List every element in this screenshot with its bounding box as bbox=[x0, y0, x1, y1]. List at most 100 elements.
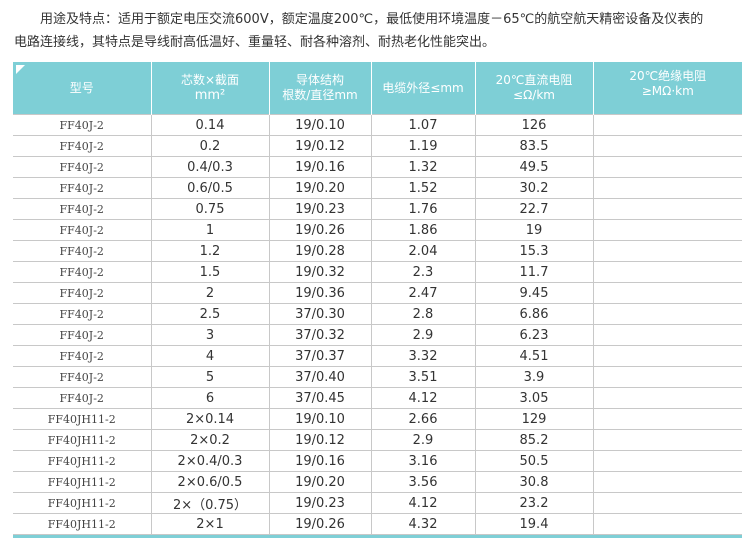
cell-insulation-resistance bbox=[592, 303, 742, 325]
cell-dc-resistance: 19 bbox=[474, 219, 594, 241]
cell-model: FF40JH11-2 bbox=[13, 429, 152, 451]
cell-outer-diameter: 2.8 bbox=[370, 303, 476, 325]
table-row: FF40J-2 1 19/0.26 1.86 19 bbox=[13, 219, 742, 241]
cell-outer-diameter: 3.16 bbox=[370, 450, 476, 472]
cell-cores-section: 2 bbox=[150, 282, 270, 304]
cell-cores-section: 2×1 bbox=[150, 513, 270, 535]
cell-cores-section: 2.5 bbox=[150, 303, 270, 325]
cell-insulation-resistance bbox=[592, 408, 742, 430]
cell-insulation-resistance bbox=[592, 324, 742, 346]
cell-cores-section: 0.75 bbox=[150, 198, 270, 220]
header-conductor-line1: 导体结构 bbox=[295, 73, 344, 87]
header-model: 型号 bbox=[13, 62, 152, 115]
cell-outer-diameter: 1.76 bbox=[370, 198, 476, 220]
cell-cores-section: 2×0.2 bbox=[150, 429, 270, 451]
cell-model: FF40J-2 bbox=[13, 366, 152, 388]
cell-outer-diameter: 4.12 bbox=[370, 387, 476, 409]
cell-outer-diameter: 2.9 bbox=[370, 324, 476, 346]
table-row: FF40JH11-2 2×0.6/0.5 19/0.20 3.56 30.8 bbox=[13, 471, 742, 493]
header-cores-line2: mm² bbox=[194, 88, 226, 103]
cell-dc-resistance: 85.2 bbox=[474, 429, 594, 451]
cell-conductor: 19/0.10 bbox=[268, 114, 372, 136]
spec-table-container: 型号 芯数×截面 mm² 导体结构 根数/直径mm 电缆外径≤mm 20℃直流电… bbox=[13, 62, 742, 538]
header-conductor-line2: 根数/直径mm bbox=[282, 88, 358, 102]
cell-insulation-resistance bbox=[592, 471, 742, 493]
cell-dc-resistance: 6.23 bbox=[474, 324, 594, 346]
table-row: FF40J-2 1.2 19/0.28 2.04 15.3 bbox=[13, 240, 742, 262]
table-row: FF40JH11-2 2×1 19/0.26 4.32 19.4 bbox=[13, 513, 742, 535]
cell-outer-diameter: 1.52 bbox=[370, 177, 476, 199]
cell-dc-resistance: 49.5 bbox=[474, 156, 594, 178]
cell-conductor: 19/0.26 bbox=[268, 219, 372, 241]
table-row: FF40J-2 1.5 19/0.32 2.3 11.7 bbox=[13, 261, 742, 283]
cell-model: FF40JH11-2 bbox=[13, 471, 152, 493]
cell-conductor: 19/0.23 bbox=[268, 492, 372, 514]
cell-outer-diameter: 3.56 bbox=[370, 471, 476, 493]
table-row: FF40J-2 2 19/0.36 2.47 9.45 bbox=[13, 282, 742, 304]
cell-conductor: 19/0.36 bbox=[268, 282, 372, 304]
cell-cores-section: 2×0.6/0.5 bbox=[150, 471, 270, 493]
cell-dc-resistance: 23.2 bbox=[474, 492, 594, 514]
cell-dc-resistance: 6.86 bbox=[474, 303, 594, 325]
cell-outer-diameter: 4.32 bbox=[370, 513, 476, 535]
header-insulation-resistance: 20℃绝缘电阻 ≥MΩ·km bbox=[593, 62, 742, 115]
table-row: FF40J-2 5 37/0.40 3.51 3.9 bbox=[13, 366, 742, 388]
cell-conductor: 19/0.23 bbox=[268, 198, 372, 220]
cell-insulation-resistance bbox=[592, 429, 742, 451]
intro-line-1: 用途及特点：适用于额定电压交流600V，额定温度200℃，最低使用环境温度－65… bbox=[40, 12, 704, 27]
cell-cores-section: 2×0.14 bbox=[150, 408, 270, 430]
cell-outer-diameter: 3.32 bbox=[370, 345, 476, 367]
table-row: FF40J-2 3 37/0.32 2.9 6.23 bbox=[13, 324, 742, 346]
cell-model: FF40J-2 bbox=[13, 240, 152, 262]
table-row: FF40JH11-2 2×0.14 19/0.10 2.66 129 bbox=[13, 408, 742, 430]
cell-dc-resistance: 50.5 bbox=[474, 450, 594, 472]
cell-model: FF40J-2 bbox=[13, 324, 152, 346]
cell-dc-resistance: 9.45 bbox=[474, 282, 594, 304]
cell-outer-diameter: 2.47 bbox=[370, 282, 476, 304]
cell-model: FF40J-2 bbox=[13, 198, 152, 220]
cell-model: FF40J-2 bbox=[13, 114, 152, 136]
table-row: FF40JH11-2 2×（0.75） 19/0.23 4.12 23.2 bbox=[13, 492, 742, 514]
cell-model: FF40J-2 bbox=[13, 177, 152, 199]
cell-insulation-resistance bbox=[592, 387, 742, 409]
header-dc-resistance: 20℃直流电阻 ≤Ω/km bbox=[475, 62, 594, 115]
cell-cores-section: 3 bbox=[150, 324, 270, 346]
cell-cores-section: 0.14 bbox=[150, 114, 270, 136]
table-row: FF40JH11-2 2×0.4/0.3 19/0.16 3.16 50.5 bbox=[13, 450, 742, 472]
header-insulation-line1: 20℃绝缘电阻 bbox=[629, 69, 707, 83]
header-outer-diameter-label: 电缆外径≤mm bbox=[382, 80, 464, 95]
cell-cores-section: 1.5 bbox=[150, 261, 270, 283]
intro-line-2: 电路连接线，其特点是导线耐高低温好、重量轻、耐各种溶剂、耐热老化性能突出。 bbox=[14, 35, 496, 50]
cell-conductor: 19/0.28 bbox=[268, 240, 372, 262]
cell-insulation-resistance bbox=[592, 114, 742, 136]
header-corner-mark bbox=[16, 65, 25, 74]
cell-insulation-resistance bbox=[592, 366, 742, 388]
intro-text: 用途及特点：适用于额定电压交流600V，额定温度200℃，最低使用环境温度－65… bbox=[14, 8, 742, 54]
cell-dc-resistance: 19.4 bbox=[474, 513, 594, 535]
cell-insulation-resistance bbox=[592, 198, 742, 220]
cell-dc-resistance: 3.05 bbox=[474, 387, 594, 409]
cell-model: FF40J-2 bbox=[13, 135, 152, 157]
cell-conductor: 37/0.32 bbox=[268, 324, 372, 346]
table-row: FF40J-2 6 37/0.45 4.12 3.05 bbox=[13, 387, 742, 409]
cell-outer-diameter: 1.86 bbox=[370, 219, 476, 241]
cell-conductor: 37/0.37 bbox=[268, 345, 372, 367]
header-outer-diameter: 电缆外径≤mm bbox=[371, 62, 476, 115]
cell-model: FF40JH11-2 bbox=[13, 492, 152, 514]
cell-cores-section: 2×（0.75） bbox=[150, 492, 270, 514]
header-cores-section: 芯数×截面 mm² bbox=[151, 62, 270, 115]
cell-conductor: 19/0.16 bbox=[268, 450, 372, 472]
cell-dc-resistance: 83.5 bbox=[474, 135, 594, 157]
cell-cores-section: 0.4/0.3 bbox=[150, 156, 270, 178]
cell-cores-section: 2×0.4/0.3 bbox=[150, 450, 270, 472]
cell-model: FF40J-2 bbox=[13, 261, 152, 283]
cell-dc-resistance: 11.7 bbox=[474, 261, 594, 283]
cell-insulation-resistance bbox=[592, 240, 742, 262]
cell-conductor: 19/0.12 bbox=[268, 135, 372, 157]
cell-cores-section: 0.2 bbox=[150, 135, 270, 157]
table-row: FF40J-2 2.5 37/0.30 2.8 6.86 bbox=[13, 303, 742, 325]
table-row: FF40J-2 4 37/0.37 3.32 4.51 bbox=[13, 345, 742, 367]
table-row: FF40J-2 0.75 19/0.23 1.76 22.7 bbox=[13, 198, 742, 220]
header-dc-resistance-line2: ≤Ω/km bbox=[513, 88, 555, 102]
cell-model: FF40JH11-2 bbox=[13, 450, 152, 472]
